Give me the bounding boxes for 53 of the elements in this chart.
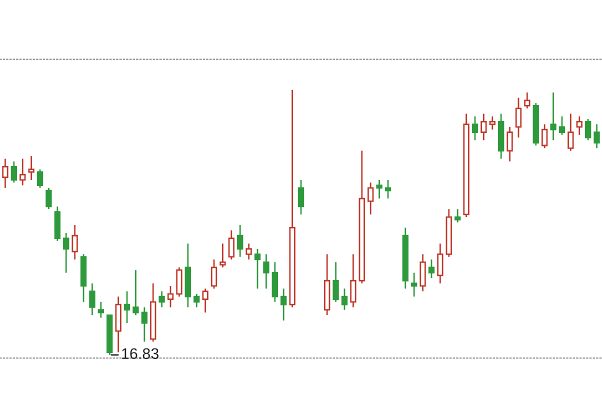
candlestick (132, 269, 139, 316)
candlestick (568, 112, 574, 152)
candlestick (272, 261, 278, 303)
annotation: 16.83 (122, 348, 158, 360)
candlestick (341, 288, 348, 311)
candlestick (558, 116, 566, 136)
candlestick (376, 179, 382, 200)
candlestick (220, 242, 226, 268)
candlestick (437, 242, 444, 284)
candlestick (350, 253, 356, 308)
candlestick (411, 272, 418, 298)
candlestick (472, 116, 478, 141)
candlestick (98, 301, 104, 318)
candlestick (254, 248, 261, 290)
candlestick (10, 160, 18, 184)
candlestick (20, 158, 26, 186)
candlestick (420, 253, 426, 292)
candlestick (550, 92, 556, 141)
candlestick (298, 179, 304, 216)
candlestick (384, 179, 392, 200)
candlestick (141, 306, 148, 342)
candlestick (541, 124, 548, 149)
candlestick (594, 124, 600, 149)
candlestick (515, 97, 522, 138)
candlestick (263, 253, 270, 290)
candlestick (158, 290, 165, 308)
candlestick (368, 182, 374, 216)
candlestick (228, 230, 234, 260)
candlestick (202, 288, 208, 314)
candlestick (63, 232, 70, 274)
candlestick (210, 258, 218, 290)
candlestick (332, 261, 339, 303)
candlestick (280, 288, 287, 322)
candlestick (176, 266, 182, 298)
candlestick (480, 112, 487, 141)
candlestick (506, 126, 513, 162)
candlestick (2, 158, 8, 189)
candlestick (46, 187, 52, 210)
candlestick (454, 208, 461, 224)
candlestick (89, 282, 96, 316)
candlestick (36, 168, 44, 189)
candlestick (28, 155, 34, 181)
candlestick (72, 224, 78, 260)
candlestick (237, 224, 244, 258)
candlestick (576, 116, 582, 136)
candlestick (489, 116, 496, 130)
candlestick (246, 242, 252, 260)
candlestick (428, 258, 435, 279)
candlestick (124, 290, 130, 324)
candlestick (194, 293, 200, 308)
candlestick (524, 92, 530, 110)
candlestick (167, 285, 174, 308)
candlestick (584, 118, 592, 141)
